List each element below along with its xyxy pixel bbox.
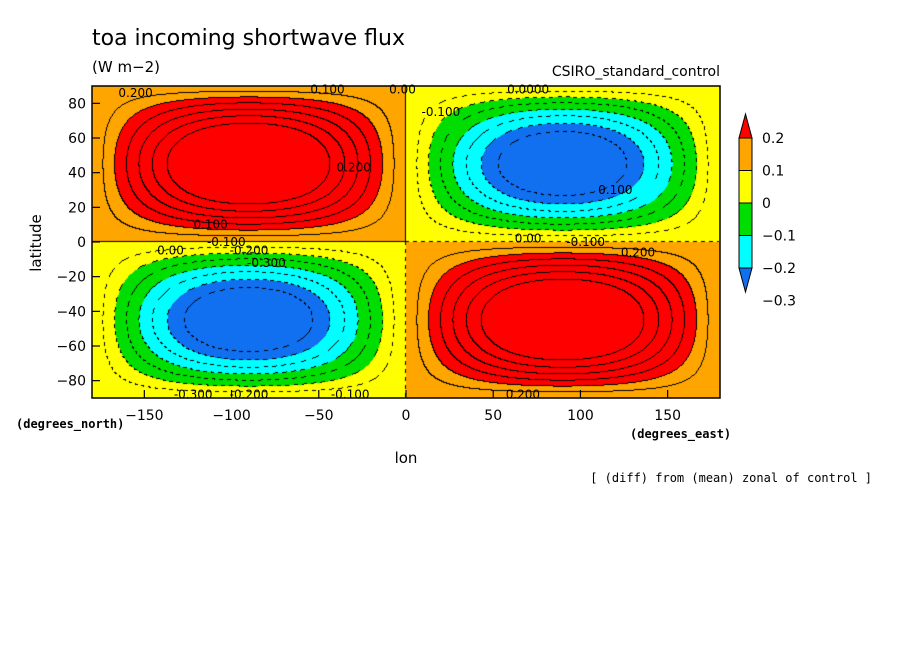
colorbar-arrow-top xyxy=(738,112,753,139)
x-tick-label: 50 xyxy=(484,408,502,424)
y-axis-label: latitude xyxy=(27,214,45,272)
colorbar-swatch xyxy=(738,137,753,171)
y-tick-label: −20 xyxy=(56,270,86,286)
y-axis-ticks: −80 −60 −40 −20 0 20 40 60 80 xyxy=(56,96,100,390)
x-tick-label: −150 xyxy=(125,408,163,424)
contour-label: 0.200 xyxy=(118,86,152,100)
x-axis-label: lon xyxy=(395,449,418,467)
contour-label: -0.100 xyxy=(422,105,461,119)
contour-label: 0.200 xyxy=(621,245,655,259)
colorbar-tick-label: 0.2 xyxy=(762,131,784,147)
colorbar-tick-label: −0.2 xyxy=(762,261,796,277)
contour-label: 0.100 xyxy=(193,218,227,232)
x-units-label: (degrees_east) xyxy=(630,427,731,442)
colorbar-tick-label: −0.3 xyxy=(762,294,796,310)
contour-label: -0.100 xyxy=(207,235,246,249)
y-tick-label: 60 xyxy=(68,131,86,147)
colorbar-swatch xyxy=(738,235,753,269)
colorbar-tick-label: 0.1 xyxy=(762,164,784,180)
contour-label: 0.100 xyxy=(310,82,344,96)
colorbar-swatch xyxy=(738,202,753,236)
source-label: CSIRO_standard_control xyxy=(552,64,720,80)
x-tick-label: 100 xyxy=(567,408,594,424)
contour-label: -0.100 xyxy=(566,235,605,249)
x-tick-label: 0 xyxy=(402,408,411,424)
footnote: [ (diff) from (mean) zonal of control ] xyxy=(590,471,872,485)
units-label: (W m−2) xyxy=(92,58,160,76)
contour-label: 0.200 xyxy=(336,160,370,174)
colorbar-swatch xyxy=(738,170,753,204)
x-axis-ticks: −150 −100 −50 0 50 100 150 xyxy=(125,390,681,424)
y-tick-label: −40 xyxy=(56,304,86,320)
x-tick-label: −100 xyxy=(212,408,250,424)
contour-label: -0.100 xyxy=(331,388,370,402)
y-tick-label: 0 xyxy=(77,235,86,251)
colorbar: 0.2 0.1 0 −0.1 −0.2 −0.3 xyxy=(738,112,796,310)
colorbar-tick-label: −0.1 xyxy=(762,229,796,245)
x-tick-label: 150 xyxy=(654,408,681,424)
contour-label: -0.200 xyxy=(230,388,269,402)
heatmap-field xyxy=(92,86,720,398)
contour-label: 0.00 xyxy=(389,82,416,96)
contour-label: 0.200 xyxy=(506,388,540,402)
y-tick-label: 80 xyxy=(68,96,86,112)
y-units-label: (degrees_north) xyxy=(16,417,124,432)
contour-label: -0.300 xyxy=(247,256,286,270)
contour-label: 0.100 xyxy=(598,183,632,197)
contour-label: -0.200 xyxy=(230,244,269,258)
colorbar-arrow-bottom xyxy=(738,267,753,294)
y-tick-label: −60 xyxy=(56,339,86,355)
heatmap-image xyxy=(92,86,720,398)
contour-labels: 0.200 0.100 0.00 0.0000 -0.100 0.200 0.100 0.10… xyxy=(118,82,655,401)
x-tick-label: −50 xyxy=(304,408,334,424)
chart-title: toa incoming shortwave flux xyxy=(92,26,405,51)
contour-label: -0.300 xyxy=(174,388,213,402)
y-tick-label: 40 xyxy=(68,166,86,182)
colorbar-tick-label: 0 xyxy=(762,196,771,212)
contour-label: 0.0000 xyxy=(507,82,549,96)
contour-label: 0.00 xyxy=(515,232,542,246)
y-tick-label: 20 xyxy=(68,200,86,216)
contour-label: 0.00 xyxy=(157,244,184,258)
y-tick-label: −80 xyxy=(56,374,86,390)
